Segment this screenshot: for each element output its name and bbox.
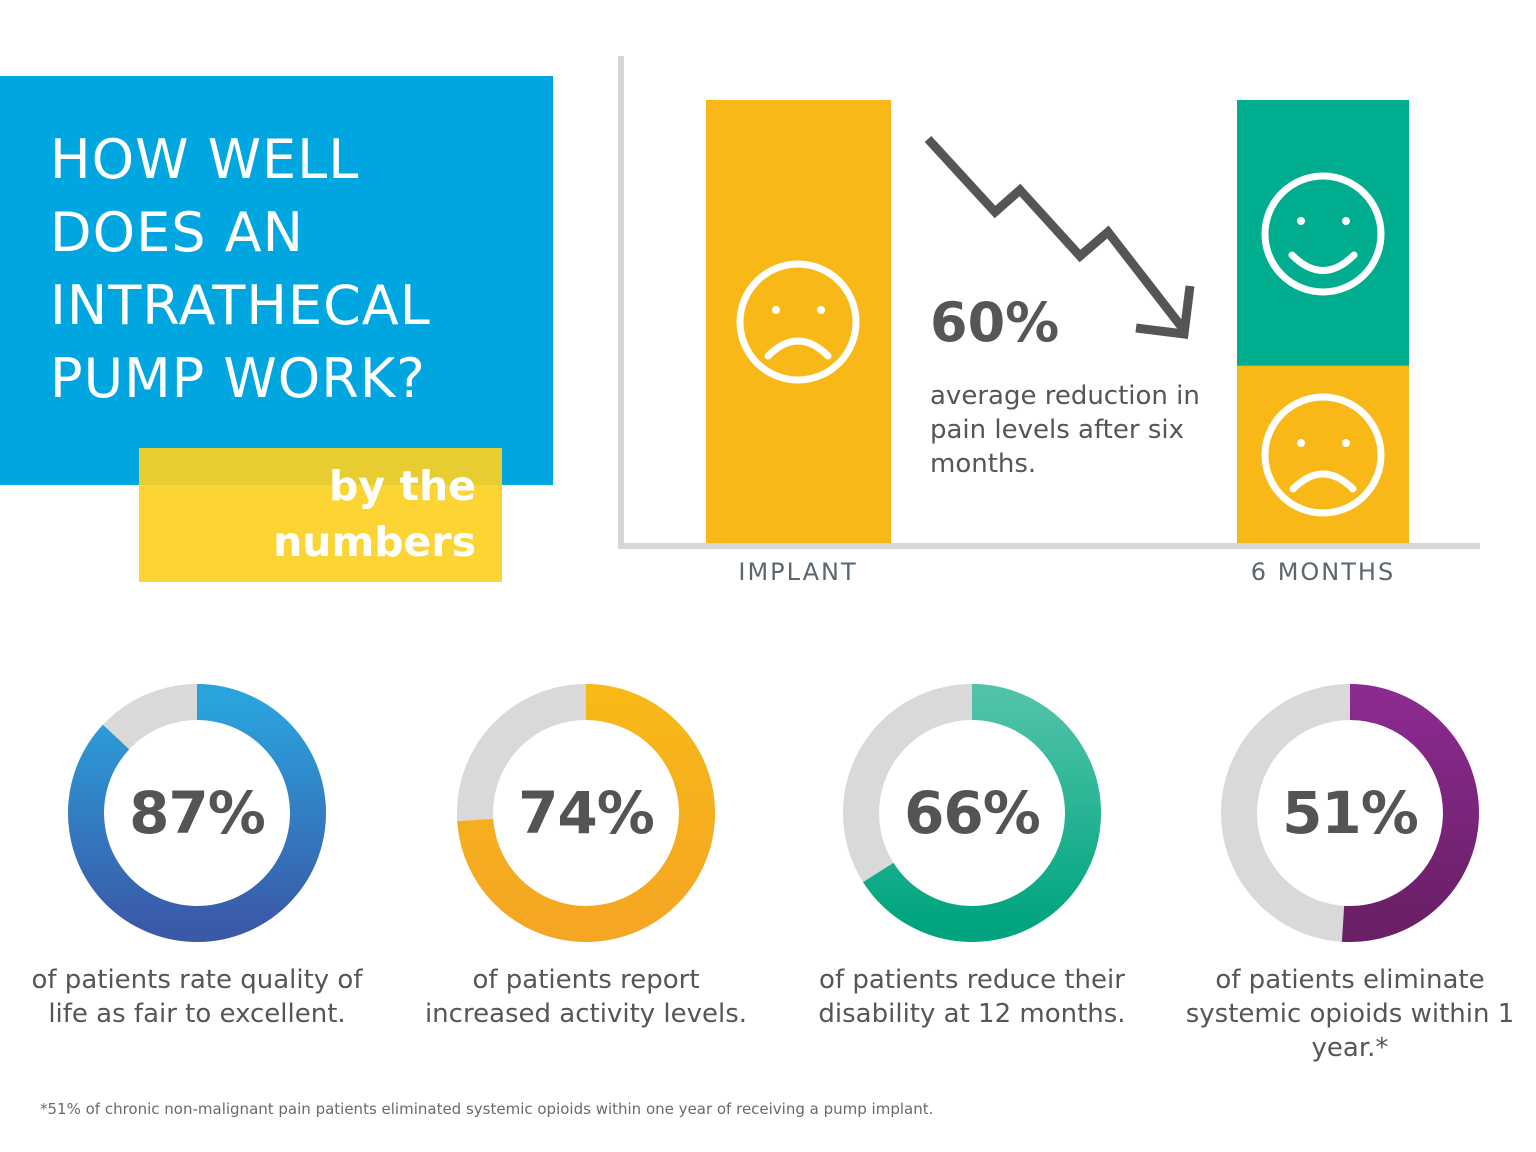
donut-value-74: 74% — [518, 779, 655, 847]
donut-value-51: 51% — [1282, 779, 1419, 847]
title-line-3: INTRATHECAL — [50, 274, 431, 337]
title-line-4: PUMP WORK? — [50, 347, 426, 410]
donut-chart-51 — [1221, 684, 1479, 942]
donut-chart-87 — [68, 684, 326, 942]
reduction-caption: average reduction in pain levels after s… — [930, 381, 1200, 479]
stat-caption-51: of patients eliminate systemic opioids w… — [1185, 965, 1515, 1063]
donut-arc-66 — [863, 684, 1101, 942]
title-box — [0, 76, 553, 485]
donut-arc-74 — [457, 684, 715, 942]
stat-caption-74: of patients report increased activity le… — [424, 965, 748, 1029]
donut-arc-87 — [68, 684, 326, 942]
happy-face-icon — [1261, 172, 1385, 296]
pain-bar-chart: IMPLANT 6 MONTHS — [618, 56, 1480, 586]
donut-value-87: 87% — [129, 779, 266, 847]
stat-caption-66: of patients reduce their disability at 1… — [818, 965, 1126, 1029]
down-arrow-icon — [924, 135, 1195, 340]
x-tick-label-implant: IMPLANT — [738, 558, 857, 586]
donut-74: 74% — [456, 683, 716, 943]
sad-face-icon — [736, 260, 860, 384]
footnote: *51% of chronic non-malignant pain patie… — [40, 1100, 934, 1118]
donut-arc-51 — [1341, 684, 1479, 942]
stat-caption-87: of patients rate quality of life as fair… — [31, 965, 363, 1029]
reduction-value: 60% — [930, 291, 1060, 354]
donut-chart-74 — [457, 684, 715, 942]
sad-face-small-icon — [1261, 393, 1385, 517]
subtitle-box: by the numbers — [139, 448, 502, 582]
x-tick-label-6-months: 6 MONTHS — [1251, 558, 1395, 586]
donut-66: 66% — [842, 683, 1102, 943]
donut-chart-66 — [843, 684, 1101, 942]
subtitle-line-1: by the — [329, 462, 476, 510]
subtitle-line-2: numbers — [273, 518, 476, 566]
donut-value-66: 66% — [904, 779, 1041, 847]
donut-51: 51% — [1220, 683, 1480, 943]
title-line-1: HOW WELL — [50, 128, 360, 191]
donut-87: 87% — [67, 683, 327, 943]
bar-implant — [706, 100, 891, 543]
title-line-2: DOES AN — [50, 201, 304, 264]
